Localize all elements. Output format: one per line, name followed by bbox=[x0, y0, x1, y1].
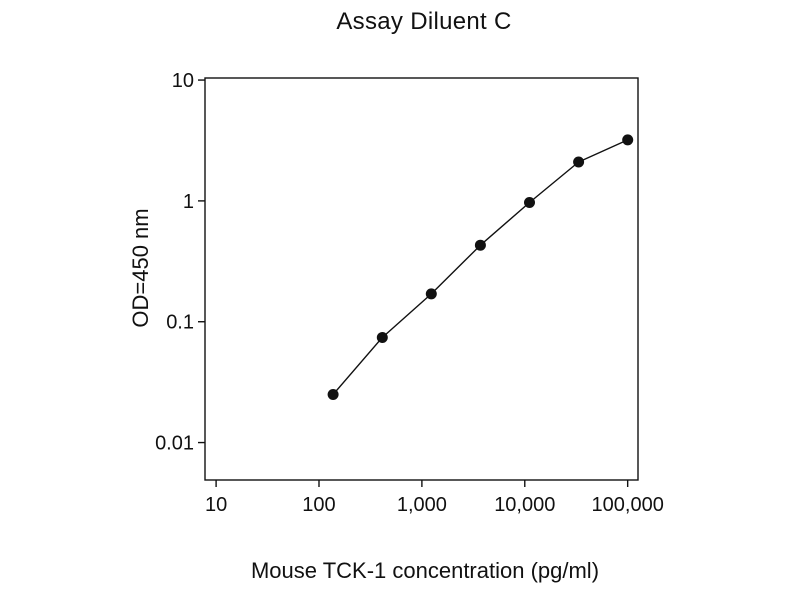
data-point-marker bbox=[425, 288, 437, 300]
y-tick-label: 1 bbox=[183, 191, 194, 213]
y-tick-label: 0.1 bbox=[166, 312, 194, 334]
data-point-marker bbox=[524, 197, 535, 208]
x-tick-label: 10,000 bbox=[494, 494, 555, 516]
plot-frame bbox=[204, 77, 639, 481]
x-tick-label: 10 bbox=[205, 494, 227, 516]
x-tick-label: 100 bbox=[302, 494, 335, 516]
data-point-marker bbox=[474, 239, 486, 251]
y-tick-label: 10 bbox=[172, 70, 194, 92]
y-tick-label: 0.01 bbox=[155, 433, 194, 455]
data-point-marker bbox=[622, 134, 634, 146]
x-tick-label: 1,000 bbox=[397, 494, 447, 516]
data-point-marker bbox=[376, 332, 388, 343]
data-point-marker bbox=[327, 389, 339, 400]
chart-title: Assay Diluent C bbox=[336, 8, 512, 35]
x-tick-label: 100,000 bbox=[592, 494, 664, 516]
data-point-marker bbox=[573, 156, 585, 168]
x-axis-label: Mouse TCK-1 concentration (pg/ml) bbox=[250, 558, 600, 583]
curve-line bbox=[332, 139, 628, 395]
